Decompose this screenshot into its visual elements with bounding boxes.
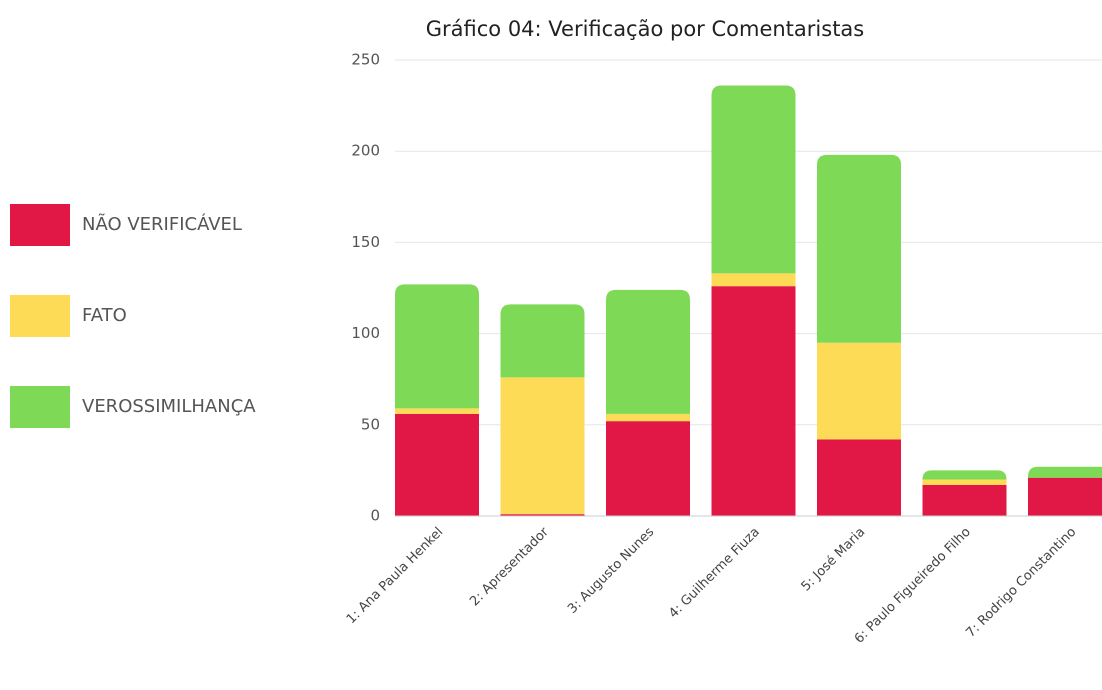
y-tick-label: 0 [370, 507, 380, 525]
x-tick-label: 1: Ana Paula Henkel [344, 525, 446, 627]
legend-label: NÃO VERIFICÁVEL [82, 213, 242, 235]
y-tick-label: 100 [351, 324, 380, 342]
legend-label: FATO [82, 305, 127, 326]
bar-segment [711, 286, 796, 516]
bar-segment [711, 273, 796, 287]
x-tick-label: 7: Rodrigo Constantino [963, 525, 1079, 641]
x-tick-label: 6: Paulo Figueiredo Filho [852, 525, 974, 647]
bar-segment [606, 413, 690, 422]
bar-segment [395, 408, 479, 414]
bar-segment [922, 484, 1007, 516]
bar-segment [500, 514, 585, 516]
bar-segment [1028, 477, 1102, 516]
bar-segment [817, 154, 901, 343]
bar-segment [500, 304, 585, 378]
legend-swatch [10, 204, 70, 246]
bar-segment [500, 377, 585, 515]
bar-segment [395, 284, 479, 409]
legend-swatch [10, 295, 70, 337]
bar-segment [606, 421, 690, 516]
y-tick-label: 50 [361, 415, 380, 433]
y-tick-label: 250 [351, 51, 380, 69]
legend-swatch [10, 386, 70, 428]
bar-segment [817, 342, 901, 440]
bar-segment [1028, 466, 1102, 478]
bar-segment [606, 289, 690, 414]
x-tick-label: 2: Apresentador [467, 524, 552, 609]
bar-segment [922, 479, 1007, 485]
legend-label: VEROSSIMILHANÇA [82, 396, 256, 417]
bar-segment [395, 413, 479, 516]
x-tick-label: 3: Augusto Nunes [565, 525, 657, 617]
bar-segment [711, 85, 796, 274]
y-tick-label: 200 [351, 142, 380, 160]
x-tick-label: 5: José Maria [799, 525, 869, 595]
chart-title: Gráfico 04: Verificação por Comentarista… [426, 17, 865, 41]
y-tick-label: 150 [351, 233, 380, 251]
x-tick-label: 4: Guilherme Fiuza [666, 525, 763, 622]
bar-segment [817, 439, 901, 516]
bar-segment [922, 470, 1007, 480]
